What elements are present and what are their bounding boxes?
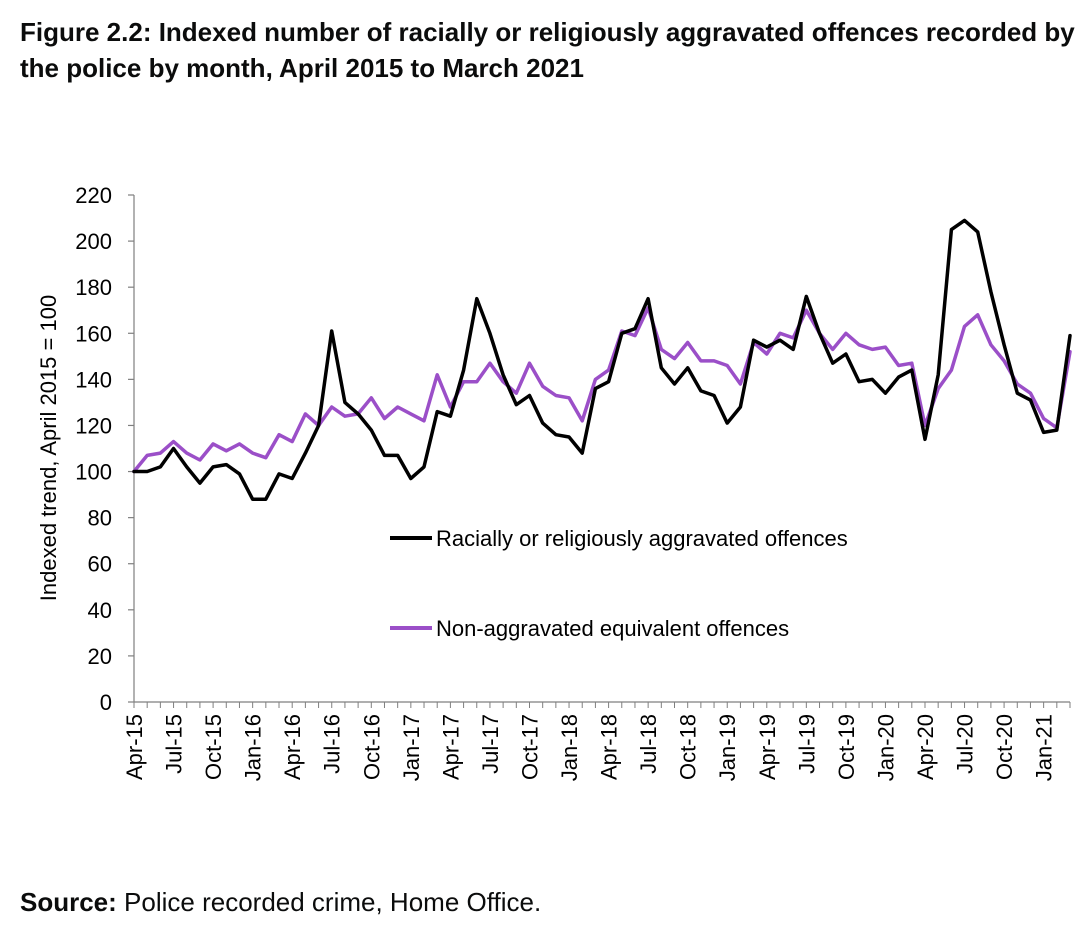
series-line-non-aggravated <box>132 306 1072 474</box>
y-tick-label: 0 <box>100 690 112 715</box>
legend-label: Racially or religiously aggravated offen… <box>436 526 848 551</box>
x-tick-label: Apr-20 <box>913 714 938 780</box>
y-tick-label: 120 <box>75 413 112 438</box>
y-tick-label: 100 <box>75 460 112 485</box>
y-axis-label: Indexed trend, April 2015 = 100 <box>36 295 61 601</box>
figure-title: Figure 2.2: Indexed number of racially o… <box>20 17 1075 83</box>
y-tick-label: 160 <box>75 321 112 346</box>
x-tick-label: Jan-20 <box>873 714 898 781</box>
y-tick-label: 140 <box>75 367 112 392</box>
source-text: Police recorded crime, Home Office. <box>124 887 542 917</box>
source-label: Source: <box>20 887 117 917</box>
x-tick-label: Jul-16 <box>320 714 345 774</box>
x-tick-label: Oct-16 <box>359 714 384 780</box>
x-tick-label: Jul-19 <box>794 714 819 774</box>
y-tick-label: 180 <box>75 275 112 300</box>
x-tick-label: Jul-17 <box>478 714 503 774</box>
y-tick-label: 20 <box>88 644 112 669</box>
x-tick-label: Apr-16 <box>280 714 305 780</box>
x-tick-label: Jan-19 <box>715 714 740 781</box>
x-tick-label: Oct-19 <box>834 714 859 780</box>
y-tick-label: 200 <box>75 229 112 254</box>
y-tick-label: 220 <box>75 183 112 208</box>
y-tick-label: 40 <box>88 598 112 623</box>
x-tick-label: Jul-18 <box>636 714 661 774</box>
x-tick-label: Oct-15 <box>201 714 226 780</box>
x-tick-label: Oct-17 <box>517 714 542 780</box>
x-axis: Apr-15 Jul-15 Oct-15 Jan-16 Apr-16 Jul-16 Oct-… <box>122 701 1071 781</box>
x-tick-label: Apr-18 <box>597 714 622 780</box>
x-tick-label: Jan-16 <box>241 714 266 781</box>
series-line-aggravated <box>132 218 1072 501</box>
x-tick-label: Jul-20 <box>953 714 978 774</box>
source-note: Source: Police recorded crime, Home Offi… <box>20 884 541 920</box>
y-axis: 0 20 40 60 80 100 120 140 160 180 200 220 <box>75 183 135 715</box>
legend-label: Non-aggravated equivalent offences <box>436 616 789 641</box>
x-tick-label: Oct-20 <box>992 714 1017 780</box>
series-lines <box>132 218 1072 501</box>
x-tick-label: Jul-15 <box>162 714 187 774</box>
x-tick-label: Jan-21 <box>1032 714 1057 781</box>
x-tick-label: Jan-18 <box>557 714 582 781</box>
legend: Racially or religiously aggravated offen… <box>390 526 848 641</box>
x-tick-label: Oct-18 <box>676 714 701 780</box>
x-tick-label: Apr-17 <box>438 714 463 780</box>
y-tick-label: 80 <box>88 506 112 531</box>
x-tick-label: Jan-17 <box>399 714 424 781</box>
x-tick-label: Apr-15 <box>122 714 147 780</box>
y-tick-label: 60 <box>88 552 112 577</box>
x-tick-label: Apr-19 <box>755 714 780 780</box>
